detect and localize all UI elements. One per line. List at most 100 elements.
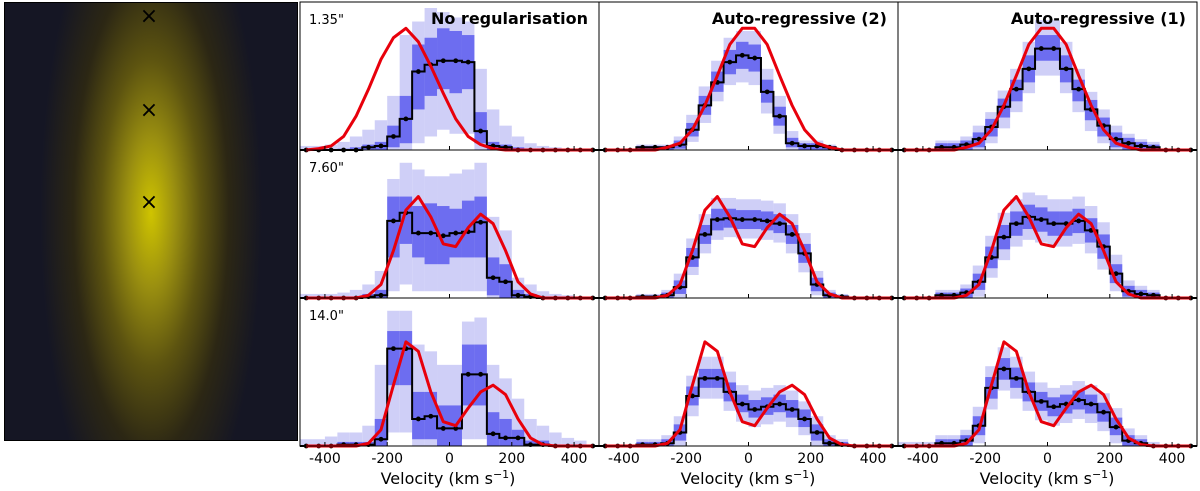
bin-point-9	[1013, 221, 1019, 227]
x-axis-label-2: Velocity (km s−1)	[681, 468, 816, 488]
x-tick-label: -200	[670, 451, 702, 467]
x-tick-label: 200	[1096, 451, 1123, 467]
bin-point-8	[1001, 366, 1007, 372]
bin-point-16	[503, 435, 508, 441]
bin-point-19	[1138, 291, 1144, 297]
bin-point-9	[1013, 86, 1019, 92]
bin-point-8	[702, 375, 708, 381]
outer-band-16	[499, 125, 512, 150]
radius-label-1: 1.35"	[309, 13, 344, 28]
bin-point-7	[391, 134, 396, 139]
radius-label-3: 14.0"	[309, 309, 344, 324]
x-tick-label: 400	[860, 451, 887, 467]
bin-point-11	[1038, 46, 1044, 51]
bin-point-17	[515, 292, 521, 298]
bin-point-20	[1150, 144, 1156, 150]
bin-point-10	[428, 230, 434, 236]
bin-point-14	[777, 221, 783, 227]
x-axis-label-1: Velocity (km s−1)	[381, 468, 516, 488]
bin-point-13	[764, 89, 770, 95]
x-tick-label: -200	[969, 451, 1001, 467]
bin-point-11	[739, 52, 745, 58]
bin-point-11	[739, 401, 745, 407]
bin-point-14	[1076, 397, 1082, 403]
bin-point-16	[802, 143, 807, 149]
galaxy-image	[4, 2, 298, 441]
x-tick-label: 0	[744, 451, 753, 467]
x-tick-label: -400	[309, 451, 341, 467]
inner-band-15	[486, 412, 500, 446]
x-tick-label: -400	[907, 451, 939, 467]
bin-point-3	[939, 292, 945, 298]
bin-point-15	[789, 407, 795, 412]
bin-point-12	[453, 230, 459, 236]
bin-point-9	[1013, 375, 1019, 381]
galaxy-marker-3: ×	[140, 190, 158, 215]
bin-point-12	[1051, 46, 1057, 51]
bin-point-15	[789, 140, 795, 146]
bin-point-16	[802, 416, 807, 422]
bin-point-12	[1051, 221, 1057, 227]
x-tick-label: 0	[1043, 451, 1052, 467]
outer-band-22	[574, 440, 587, 446]
bin-point-19	[1138, 143, 1144, 149]
bin-point-13	[465, 371, 471, 377]
bin-point-9	[714, 217, 720, 222]
bin-point-7	[391, 346, 396, 352]
column-title-autoregressive-2: Auto-regressive (2)	[712, 9, 887, 28]
bin-point-10	[1026, 66, 1032, 72]
bin-point-17	[814, 430, 820, 435]
bin-point-7	[391, 218, 396, 224]
bin-point-11	[440, 426, 446, 431]
bin-point-11	[739, 217, 745, 222]
bin-point-14	[478, 128, 484, 134]
inner-band-7	[387, 331, 400, 386]
bin-point-12	[1051, 404, 1057, 410]
bin-point-9	[415, 416, 421, 422]
bin-point-14	[1076, 86, 1082, 92]
bin-point-11	[440, 233, 446, 239]
inner-band-14	[474, 112, 487, 144]
step-histogram	[898, 367, 1197, 447]
bin-point-14	[777, 401, 783, 407]
outer-band-21	[561, 437, 575, 446]
outer-band-4	[349, 289, 363, 298]
bin-point-3	[640, 144, 646, 150]
outer-band-3	[337, 292, 350, 298]
bin-point-13	[465, 59, 471, 65]
panel-1-0	[299, 149, 600, 301]
x-tick-label: 0	[445, 451, 454, 467]
outer-band-20	[549, 432, 562, 446]
bin-point-16	[1101, 409, 1106, 415]
x-tick-label: 200	[498, 451, 525, 467]
bin-point-3	[939, 144, 945, 150]
galaxy-marker-2: ×	[140, 98, 158, 123]
bin-point-13	[1063, 66, 1069, 72]
panel-2-0: -400 -200 0 200 400	[299, 297, 600, 467]
outer-band-2	[324, 436, 338, 446]
x-tick-label: 400	[1159, 451, 1186, 467]
bin-point-11	[1038, 217, 1044, 222]
bin-point-15	[490, 431, 496, 437]
bin-point-12	[453, 58, 459, 64]
bin-point-20	[1150, 292, 1156, 298]
bin-point-12	[752, 407, 758, 412]
x-tick-label: 400	[561, 451, 588, 467]
bin-point-6	[378, 143, 384, 149]
outer-band-0	[300, 439, 313, 446]
column-title-autoregressive-1: Auto-regressive (1)	[1011, 9, 1186, 28]
x-tick-label: -400	[608, 451, 640, 467]
x-tick-label: -200	[371, 451, 403, 467]
bin-point-14	[478, 371, 484, 377]
bin-point-10	[727, 59, 733, 65]
bin-point-14	[777, 113, 783, 119]
outer-band-15	[486, 109, 500, 150]
panel-1-1	[598, 149, 899, 301]
step-histogram	[898, 215, 1197, 299]
bin-point-15	[1088, 401, 1094, 407]
panel-2-1: -400 -200 0 200 400	[598, 297, 899, 467]
galaxy-marker-1: ×	[140, 4, 158, 29]
bin-point-14	[478, 219, 484, 225]
